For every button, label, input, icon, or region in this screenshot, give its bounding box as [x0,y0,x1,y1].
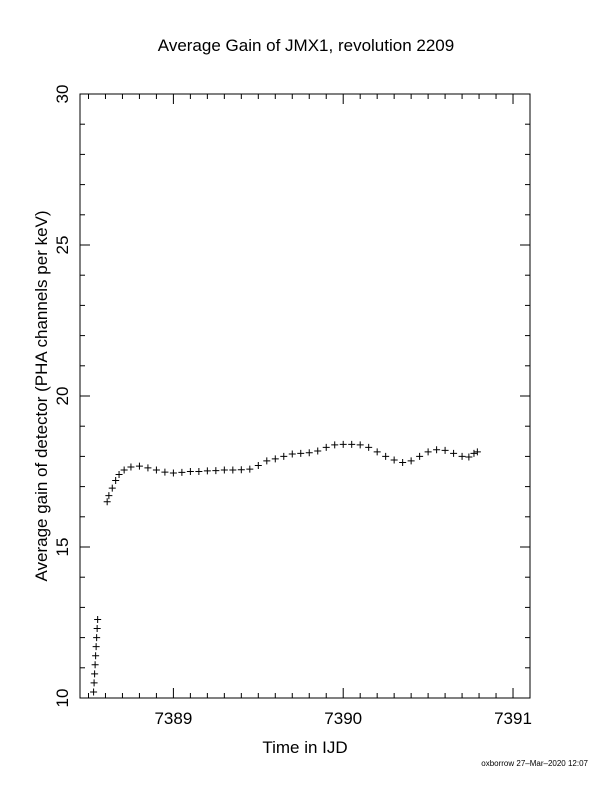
y-tick-label: 25 [53,236,72,255]
data-point [91,670,99,678]
data-point [92,652,100,660]
data-point [203,467,211,475]
data-point [348,440,356,448]
data-point [339,440,347,448]
data-point [91,661,99,669]
data-point [246,465,254,473]
data-point [297,449,305,457]
data-point [237,466,245,474]
x-tick-label: 7390 [324,709,362,728]
data-point [93,634,101,642]
data-point [90,688,98,696]
data-point [271,455,279,463]
data-point [105,492,113,500]
data-point [120,466,128,474]
data-point [470,449,478,457]
data-point [356,441,364,449]
data-point [220,466,228,474]
data-point [115,471,123,479]
chart-title: Average Gain of JMX1, revolution 2209 [157,36,455,55]
data-point [169,469,177,477]
data-point [441,446,449,454]
data-point [280,452,288,460]
data-point [458,452,466,460]
footer-credit: oxborrow 27–Mar–2020 12:07 [481,759,588,768]
y-tick-label: 30 [53,85,72,104]
tick-labels: 7389 7390 7391 10 15 20 25 30 [53,85,532,728]
data-point [263,457,271,465]
data-point [416,452,424,460]
y-tick-label: 15 [53,538,72,557]
data-point [305,449,313,457]
data-point [103,498,111,506]
data-point [178,468,186,476]
data-point [465,453,473,461]
data-point [450,449,458,457]
data-point [127,463,135,471]
data-point [365,443,373,451]
y-tick-label: 20 [53,387,72,406]
data-point [382,452,390,460]
data-point [195,468,203,475]
data-point [144,464,152,472]
data-point [112,477,120,485]
data-point [92,643,100,651]
plot-frame [79,93,531,699]
data-point [90,679,98,687]
x-tick-label: 7391 [494,709,532,728]
data-point [373,448,381,456]
data-point [407,457,415,465]
data-point [473,448,481,456]
data-point [331,441,339,449]
data-point [254,461,262,469]
x-axis-label: Time in IJD [262,738,348,757]
data-point [93,625,101,633]
data-point [94,615,102,623]
data-point [433,446,441,454]
data-point [288,450,296,458]
axis-ticks [80,93,531,699]
data-point [152,466,160,474]
data-point [399,458,407,466]
data-point [229,466,237,474]
y-tick-label: 10 [53,689,72,708]
data-point [135,462,143,470]
data-point [322,443,330,451]
x-tick-label: 7389 [154,709,192,728]
data-points [90,440,481,696]
data-point [161,468,169,476]
data-point [108,484,116,492]
data-point [390,456,398,464]
y-axis-label: Average gain of detector (PHA channels p… [32,210,51,582]
data-point [212,467,220,475]
data-point [186,468,194,475]
data-point [314,447,322,455]
data-point [424,448,432,456]
